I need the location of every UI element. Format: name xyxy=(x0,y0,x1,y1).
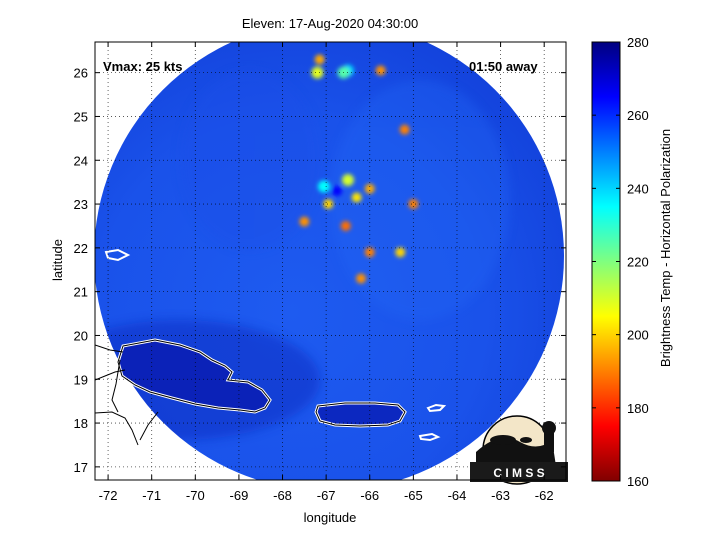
feature-4 xyxy=(351,192,362,203)
x-tick-label: -66 xyxy=(360,488,379,503)
feature-14 xyxy=(364,247,375,258)
feature-5 xyxy=(364,183,375,194)
y-tick-label: 20 xyxy=(74,328,88,343)
coastline-puerto-rico xyxy=(104,248,447,442)
x-tick-label: -62 xyxy=(535,488,554,503)
colorbar: 160 180 200 220 240 260 280 Brightness Temp - … xyxy=(591,35,673,489)
vmax-label: Vmax: 25 kts xyxy=(103,59,183,74)
y-tick-label: 23 xyxy=(74,197,88,212)
feature-11 xyxy=(399,124,410,135)
y-tick-label: 18 xyxy=(74,416,88,431)
cimss-logo-text: C I M S S xyxy=(493,466,544,480)
y-tick-label: 21 xyxy=(74,285,88,300)
y-tick-label: 22 xyxy=(74,241,88,256)
colorbar-tick-label: 240 xyxy=(627,181,649,196)
colorbar-tick-label: 160 xyxy=(627,474,649,489)
colorbar-ticks: 160 180 200 220 240 260 280 xyxy=(592,35,649,489)
x-axis: -72 -71 -70 -69 -68 -67 -66 -65 -64 -63 -62 xyxy=(99,42,554,503)
storm-features xyxy=(299,54,419,284)
x-tick-label: -69 xyxy=(230,488,249,503)
y-tick-label: 19 xyxy=(74,372,88,387)
chart-title: Eleven: 17-Aug-2020 04:30:00 xyxy=(242,16,418,31)
axes-frame xyxy=(94,41,567,481)
feature-15 xyxy=(356,273,367,284)
feature-8 xyxy=(311,66,324,79)
feature-10 xyxy=(375,65,386,76)
y-tick-label: 24 xyxy=(74,153,88,168)
x-tick-label: -71 xyxy=(142,488,161,503)
feature-0 xyxy=(332,185,343,196)
colorbar-label: Brightness Temp - Horizontal Polarizatio… xyxy=(658,129,673,367)
colorbar-tick-label: 200 xyxy=(627,328,649,343)
cimss-logo: C I M S S xyxy=(470,415,568,485)
feature-16 xyxy=(408,199,419,210)
x-tick-label: -70 xyxy=(186,488,205,503)
feature-1 xyxy=(317,180,330,193)
coastline-outside-swath xyxy=(95,344,159,446)
x-tick-label: -63 xyxy=(491,488,510,503)
colorbar-tick-label: 260 xyxy=(627,108,649,123)
y-axis: 17 18 19 20 21 22 23 24 25 26 xyxy=(74,66,566,475)
x-tick-label: -68 xyxy=(273,488,292,503)
y-tick-label: 26 xyxy=(74,66,88,81)
time-away-label: 01:50 away xyxy=(469,59,538,74)
x-tick-label: -65 xyxy=(404,488,423,503)
feature-13 xyxy=(395,247,406,258)
y-axis-label: latitude xyxy=(50,239,65,281)
x-axis-label: longitude xyxy=(304,510,357,525)
feature-2 xyxy=(341,173,354,186)
feature-12 xyxy=(299,216,310,227)
colorbar-tick-label: 180 xyxy=(627,401,649,416)
coastline-hispaniola xyxy=(116,338,272,414)
colorbar-tick-label: 220 xyxy=(627,255,649,270)
x-tick-label: -67 xyxy=(317,488,336,503)
x-tick-label: -72 xyxy=(99,488,118,503)
x-tick-label: -64 xyxy=(448,488,467,503)
colorbar-tick-label: 280 xyxy=(627,35,649,50)
feature-17 xyxy=(340,220,351,231)
y-tick-label: 17 xyxy=(74,460,88,475)
y-tick-label: 25 xyxy=(74,109,88,124)
feature-9 xyxy=(314,54,325,65)
